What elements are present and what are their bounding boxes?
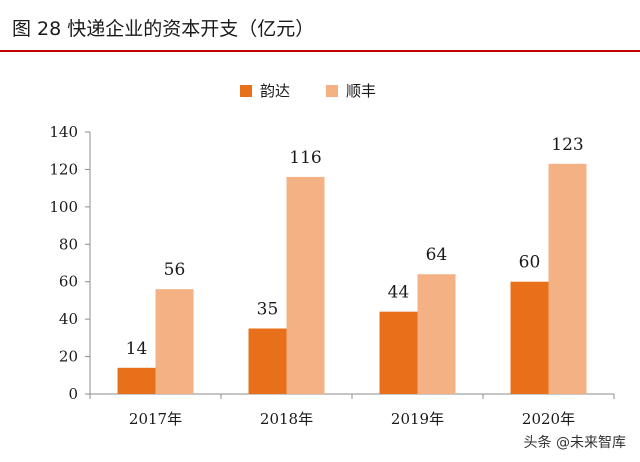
legend-swatch-yunda	[240, 84, 252, 97]
y-tick-label: 40	[59, 310, 78, 328]
legend-label-sf: 顺丰	[346, 82, 377, 100]
chart-legend: 韵达 顺丰	[240, 80, 412, 101]
legend-item-sf: 顺丰	[326, 80, 376, 101]
legend-item-yunda: 韵达	[240, 80, 290, 101]
bar	[548, 163, 587, 394]
y-tick-label: 20	[59, 348, 78, 366]
figure-title: 图 28 快递企业的资本开支（亿元）	[12, 18, 315, 40]
bar	[155, 289, 194, 394]
title-divider	[0, 50, 640, 52]
data-label: 116	[289, 148, 321, 168]
x-tick-label: 2017年	[129, 410, 182, 428]
bar	[510, 281, 549, 394]
data-label: 64	[426, 245, 448, 265]
y-tick-label: 60	[59, 273, 78, 291]
data-label: 44	[388, 283, 410, 303]
data-label: 35	[257, 300, 279, 320]
data-label: 14	[126, 339, 148, 359]
legend-swatch-sf	[326, 84, 339, 97]
x-tick-label: 2019年	[391, 410, 444, 428]
x-tick-label: 2018年	[260, 410, 313, 428]
bar	[117, 367, 156, 394]
bar	[286, 176, 325, 394]
bar	[379, 311, 418, 394]
y-tick-label: 0	[68, 385, 78, 403]
y-tick-label: 100	[49, 198, 78, 216]
bar	[417, 274, 456, 394]
x-tick-label: 2020年	[522, 410, 575, 428]
y-tick-label: 140	[49, 123, 78, 141]
bar	[248, 328, 287, 394]
data-label: 123	[551, 135, 583, 155]
legend-label-yunda: 韵达	[260, 82, 291, 100]
data-label: 56	[164, 260, 186, 280]
watermark: 头条 @未来智库	[523, 435, 626, 451]
data-label: 60	[519, 253, 541, 273]
y-tick-label: 80	[59, 235, 78, 253]
y-tick-label: 120	[49, 160, 78, 178]
